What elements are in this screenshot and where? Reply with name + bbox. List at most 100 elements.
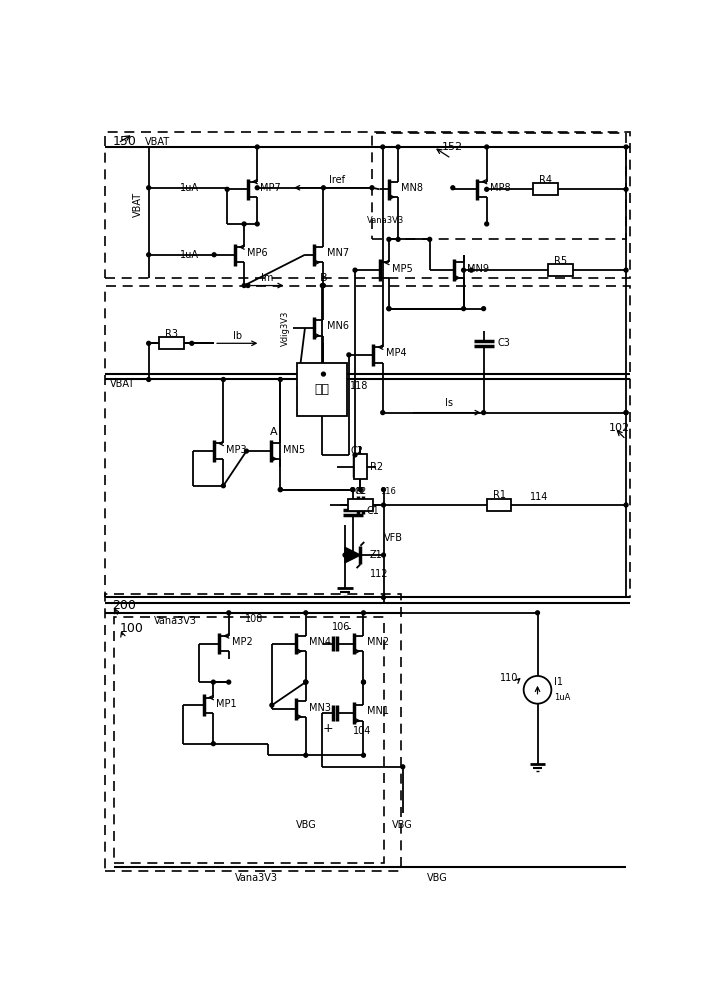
Circle shape: [212, 680, 215, 684]
Circle shape: [322, 284, 325, 287]
Text: MP2: MP2: [232, 637, 252, 647]
Circle shape: [147, 341, 150, 345]
Circle shape: [278, 488, 282, 492]
Text: Z1: Z1: [369, 550, 382, 560]
Circle shape: [351, 488, 354, 492]
Text: 1uA: 1uA: [180, 183, 198, 193]
Bar: [348, 499, 373, 511]
Circle shape: [624, 268, 628, 272]
Circle shape: [343, 553, 347, 557]
Circle shape: [147, 253, 150, 257]
Text: MN5: MN5: [283, 445, 306, 455]
Circle shape: [255, 186, 259, 190]
Text: MP5: MP5: [392, 264, 413, 274]
Circle shape: [624, 145, 628, 149]
Text: VBG: VBG: [427, 873, 448, 883]
Text: MN6: MN6: [327, 321, 349, 331]
Circle shape: [381, 411, 384, 415]
Text: MN7: MN7: [327, 248, 349, 258]
Circle shape: [428, 237, 431, 241]
Text: 200: 200: [113, 599, 136, 612]
Polygon shape: [345, 547, 360, 563]
Circle shape: [347, 353, 351, 357]
Text: MN3: MN3: [309, 703, 331, 713]
Text: Iref: Iref: [329, 175, 345, 185]
Text: R5: R5: [554, 256, 567, 266]
Text: 116: 116: [379, 487, 396, 496]
Text: MN8: MN8: [401, 183, 424, 193]
Bar: [114, 617, 384, 863]
Circle shape: [147, 186, 150, 190]
Circle shape: [255, 145, 259, 149]
Text: VFB: VFB: [384, 533, 403, 543]
Text: 114: 114: [530, 492, 548, 502]
Circle shape: [535, 611, 540, 615]
Circle shape: [381, 595, 386, 599]
Circle shape: [227, 611, 231, 615]
Circle shape: [401, 765, 405, 769]
Text: 106: 106: [332, 622, 350, 632]
Text: 118: 118: [349, 381, 368, 391]
Circle shape: [304, 680, 308, 684]
Circle shape: [624, 503, 628, 507]
Circle shape: [322, 372, 325, 376]
Bar: [105, 132, 630, 278]
Text: Vdig3V3: Vdig3V3: [281, 310, 289, 346]
Circle shape: [278, 488, 282, 492]
Circle shape: [245, 449, 248, 453]
Circle shape: [246, 284, 250, 287]
Bar: [105, 594, 401, 871]
Text: C2: C2: [350, 446, 363, 456]
Text: MN9: MN9: [467, 264, 488, 274]
Circle shape: [320, 284, 324, 287]
Circle shape: [381, 488, 386, 492]
Text: MN1: MN1: [366, 706, 389, 716]
Text: 负载: 负载: [315, 383, 330, 396]
Circle shape: [361, 680, 365, 684]
Text: C3: C3: [498, 338, 511, 348]
Text: 112: 112: [369, 569, 388, 579]
Text: -: -: [347, 622, 351, 635]
Circle shape: [469, 268, 473, 272]
Bar: [105, 286, 630, 597]
Text: MN2: MN2: [366, 637, 389, 647]
Text: Ib: Ib: [232, 331, 242, 341]
Circle shape: [304, 611, 308, 615]
Text: R2: R2: [355, 487, 366, 496]
Bar: [548, 264, 573, 276]
Text: Is: Is: [445, 398, 453, 408]
Circle shape: [351, 488, 354, 492]
Text: 108: 108: [245, 614, 263, 624]
Circle shape: [270, 703, 274, 707]
Text: MP8: MP8: [490, 183, 511, 193]
Circle shape: [396, 145, 400, 149]
Circle shape: [322, 186, 325, 190]
Text: 102: 102: [609, 423, 630, 433]
Circle shape: [624, 187, 628, 191]
Text: MP7: MP7: [260, 183, 281, 193]
Circle shape: [227, 680, 231, 684]
Bar: [487, 499, 511, 511]
Text: R2: R2: [371, 462, 384, 472]
Circle shape: [242, 284, 246, 287]
Text: +: +: [323, 722, 334, 735]
Circle shape: [381, 553, 386, 557]
Circle shape: [353, 268, 357, 272]
Text: 1uA: 1uA: [555, 693, 571, 702]
Circle shape: [396, 237, 400, 241]
Text: MN4: MN4: [309, 637, 331, 647]
Text: C1: C1: [366, 506, 379, 516]
Circle shape: [353, 453, 357, 457]
Circle shape: [361, 680, 365, 684]
Circle shape: [381, 145, 384, 149]
Text: R4: R4: [539, 175, 552, 185]
Circle shape: [212, 742, 215, 746]
Circle shape: [485, 222, 488, 226]
Text: C2: C2: [355, 487, 366, 496]
Text: R3: R3: [165, 329, 178, 339]
Circle shape: [242, 222, 246, 226]
Text: R1: R1: [493, 490, 506, 500]
Text: Im: Im: [261, 273, 273, 283]
Circle shape: [485, 187, 488, 191]
Text: 110: 110: [500, 673, 518, 683]
